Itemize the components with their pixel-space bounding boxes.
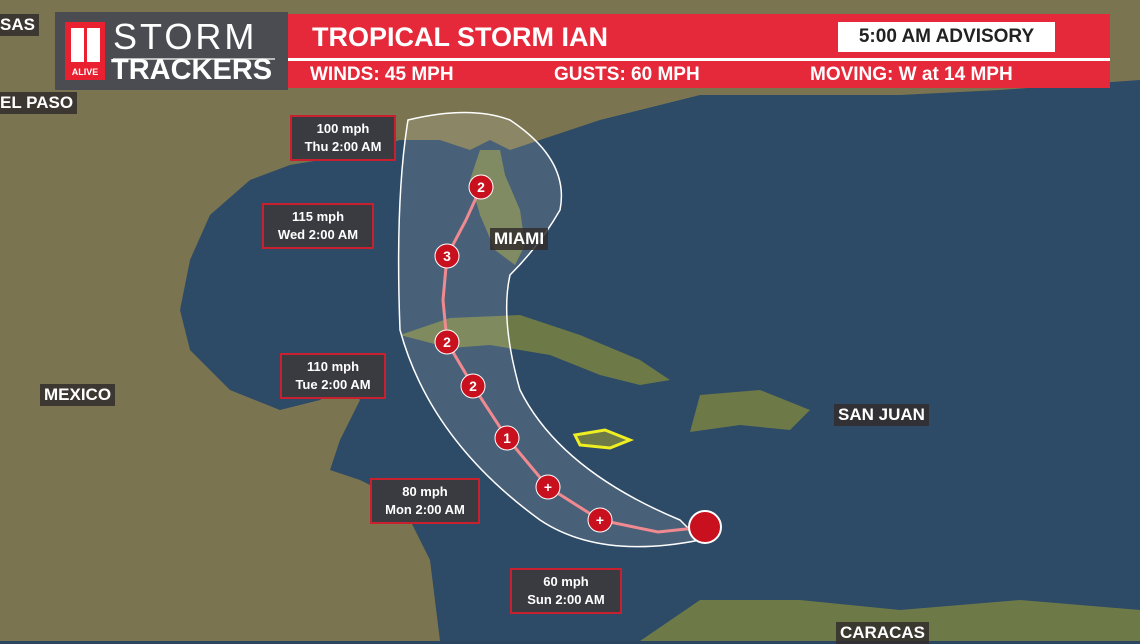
hurricane-marker-icon: [460, 373, 486, 399]
land-south-america: [640, 600, 1140, 641]
city-el-paso: EL PASO: [0, 92, 78, 114]
city-caracas: CARACAS: [836, 622, 929, 644]
hurricane-marker-icon: [535, 474, 561, 500]
storm-category: +: [544, 479, 552, 495]
forecast-label-sun: 60 mph Sun 2:00 AM: [510, 568, 622, 614]
logo-storm: STORM: [113, 16, 258, 57]
11alive-logo: ALIVE: [65, 22, 105, 80]
city-mexico: MEXICO: [40, 384, 116, 406]
forecast-cone: [397, 111, 702, 548]
forecast-label-thu: 100 mph Thu 2:00 AM: [290, 115, 396, 161]
advisory-badge: 5:00 AM ADVISORY: [838, 22, 1055, 52]
storm-trackers-logo: ALIVE STORM TRACKERS: [55, 12, 288, 90]
hurricane-marker-icon: [468, 174, 494, 200]
forecast-label-mon: 80 mph Mon 2:00 AM: [370, 478, 480, 524]
land-jamaica: [572, 428, 635, 450]
storm-category: +: [596, 512, 604, 528]
city-partial: SAS: [0, 14, 39, 36]
hurricane-marker-icon: [494, 425, 520, 451]
city-miami: MIAMI: [490, 228, 549, 250]
logo-trackers: TRACKERS: [111, 54, 273, 86]
forecast-label-tue: 110 mph Tue 2:00 AM: [280, 353, 386, 399]
land-hispaniola: [690, 390, 810, 432]
moving: MOVING: W at 14 MPH: [810, 64, 1013, 85]
hurricane-marker-icon: [434, 329, 460, 355]
storm-banner: TROPICAL STORM IAN 5:00 AM ADVISORY WIND…: [288, 14, 1110, 88]
hurricane-marker-icon: [587, 507, 613, 533]
logo-brand: ALIVE: [71, 67, 99, 77]
current-storm-position-icon: [688, 510, 722, 544]
land-cuba: [400, 315, 670, 385]
forecast-label-wed: 115 mph Wed 2:00 AM: [262, 203, 374, 249]
storm-title: TROPICAL STORM IAN: [312, 22, 609, 52]
gusts: GUSTS: 60 MPH: [554, 64, 700, 85]
storm-category: 3: [443, 248, 451, 264]
winds: WINDS: 45 MPH: [310, 64, 454, 85]
storm-category: 1: [503, 430, 511, 446]
storm-category: 2: [443, 334, 451, 350]
hurricane-marker-icon: [434, 243, 460, 269]
city-san-juan: SAN JUAN: [834, 404, 929, 426]
storm-category: 2: [477, 179, 485, 195]
storm-category: 2: [469, 378, 477, 394]
